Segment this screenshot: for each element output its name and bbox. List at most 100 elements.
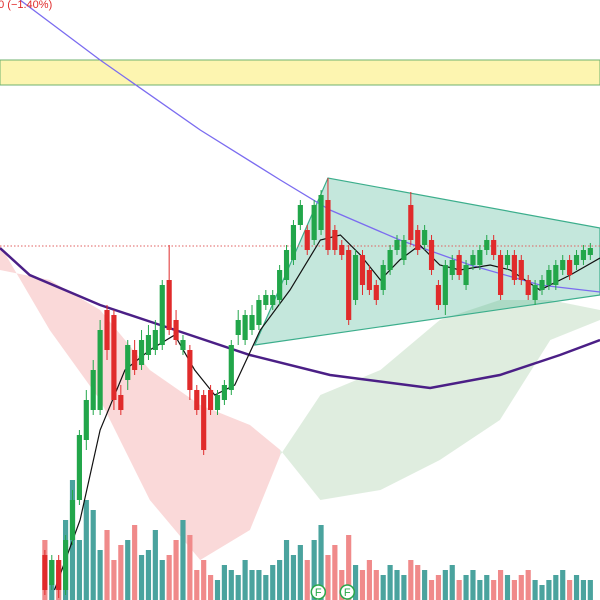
volume-bar — [270, 565, 276, 600]
candle-body — [442, 265, 448, 305]
candle-body — [214, 395, 221, 410]
volume-bar — [463, 575, 469, 600]
candle-body — [83, 400, 89, 440]
volume-bar — [352, 565, 359, 600]
volume-bar — [339, 570, 345, 600]
volume-bar — [504, 575, 511, 600]
price-header: 30 (−1.40%) — [0, 0, 52, 11]
candle-body — [42, 555, 48, 590]
candle-body — [325, 200, 331, 250]
candle-body — [283, 250, 290, 280]
candle-body — [118, 395, 124, 410]
candle-body — [525, 280, 531, 295]
volume-bar — [373, 570, 379, 600]
volume-bar — [297, 545, 303, 600]
candle-body — [159, 285, 165, 345]
candle-body — [463, 265, 469, 285]
candle-body — [263, 295, 269, 305]
volume-bar — [228, 570, 234, 600]
volume-bar — [318, 525, 324, 600]
volume-bar — [83, 500, 89, 600]
candle-body — [573, 255, 580, 265]
volume-bar — [311, 540, 317, 600]
volume-bar — [401, 575, 407, 600]
volume-bar — [346, 535, 352, 600]
candle-body — [380, 265, 386, 290]
candle-body — [408, 205, 414, 240]
candle-body — [56, 560, 62, 590]
candle-body — [587, 248, 593, 255]
candle-body — [132, 350, 138, 370]
candle-body — [125, 345, 131, 380]
highlight-band — [0, 59, 600, 86]
volume-bar — [587, 580, 593, 600]
candle-body — [277, 270, 283, 300]
candle-body — [580, 250, 587, 260]
candle-body — [401, 240, 407, 260]
candle-body — [504, 255, 511, 265]
volume-bar — [387, 565, 393, 600]
candle-body — [435, 285, 442, 305]
volume-bar — [249, 570, 255, 600]
candle-body — [477, 250, 483, 265]
volume-bar — [221, 565, 227, 600]
candle-body — [145, 335, 152, 355]
volume-bar — [546, 580, 552, 600]
triangle-pattern — [253, 177, 600, 346]
volume-bar — [159, 560, 165, 600]
candle-body — [373, 285, 379, 300]
volume-bar — [138, 555, 145, 600]
volume-bar — [422, 570, 428, 600]
volume-bar — [449, 565, 455, 600]
candle-body — [415, 230, 421, 250]
candle-body — [428, 240, 435, 270]
volume-bar — [477, 580, 483, 600]
volume-bar — [580, 580, 587, 600]
candle-body — [567, 260, 573, 275]
candle-body — [532, 285, 538, 300]
candle-body — [69, 500, 76, 540]
candle-body — [290, 225, 297, 260]
volume-bar — [518, 575, 524, 600]
candle-body — [249, 315, 255, 330]
volume-bar — [214, 580, 221, 600]
candle-body — [560, 260, 566, 270]
event-marker — [310, 584, 327, 600]
volume-bar — [366, 560, 372, 600]
candle-body — [318, 195, 324, 230]
volume-bar — [456, 580, 462, 600]
volume-bar — [173, 540, 179, 600]
volume-bar — [125, 540, 131, 600]
candle-body — [256, 300, 262, 325]
volume-bar — [435, 575, 442, 600]
volume-bar — [573, 575, 580, 600]
candle-body — [366, 270, 372, 290]
candle-body — [456, 255, 462, 275]
candle-body — [339, 245, 345, 255]
volume-bar — [484, 575, 490, 600]
candle-body — [422, 230, 428, 245]
ichimoku-cloud — [0, 245, 281, 560]
volume-bar — [428, 580, 435, 600]
volume-bar — [567, 580, 573, 600]
volume-bar — [111, 560, 117, 600]
candle-body — [491, 240, 497, 255]
volume-bar — [242, 560, 248, 600]
candle-body — [511, 255, 517, 280]
candle-body — [63, 540, 69, 590]
volume-bar — [491, 580, 497, 600]
volume-bar — [235, 575, 241, 600]
volume-bar — [76, 540, 82, 600]
volume-bar — [256, 570, 262, 600]
volume-bar — [415, 565, 421, 600]
candle-body — [242, 315, 248, 340]
volume-bar — [539, 585, 545, 600]
moving-average — [0, 247, 600, 390]
volume-bar — [194, 570, 200, 600]
volume-bar — [525, 570, 531, 600]
volume-bar — [90, 510, 96, 600]
volume-bar — [304, 560, 310, 600]
candle-body — [449, 260, 455, 275]
candle-body — [152, 330, 158, 350]
event-marker — [339, 584, 356, 600]
